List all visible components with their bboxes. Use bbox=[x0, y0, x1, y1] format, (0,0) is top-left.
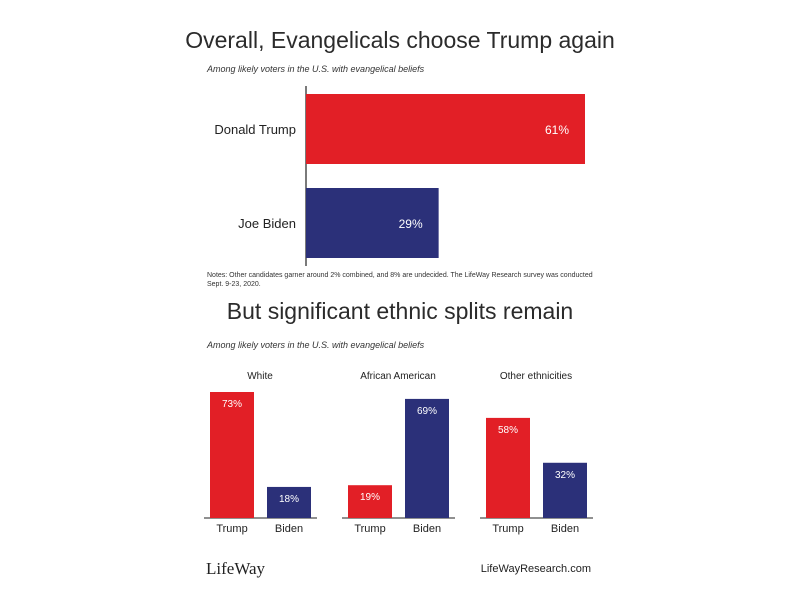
group-label: White bbox=[247, 371, 273, 382]
chart-title-overall: Overall, Evangelicals choose Trump again bbox=[185, 27, 615, 53]
group-label: African American bbox=[360, 371, 436, 382]
x-tick-label: Biden bbox=[275, 523, 303, 535]
x-tick-label: Trump bbox=[354, 523, 385, 535]
data-label: 18% bbox=[279, 494, 299, 505]
data-label: 58% bbox=[498, 425, 518, 436]
bar-donald-trump bbox=[306, 94, 585, 164]
category-label: Donald Trump bbox=[214, 122, 296, 137]
data-label: 29% bbox=[399, 217, 423, 231]
bar-african-american-trump bbox=[348, 485, 392, 518]
bar-other-ethnicities-trump bbox=[486, 417, 530, 518]
chart-notes: Notes: Other candidates garner around 2%… bbox=[207, 272, 593, 288]
category-label: Joe Biden bbox=[238, 216, 296, 231]
data-label: 69% bbox=[417, 406, 437, 417]
data-label: 19% bbox=[360, 492, 380, 503]
x-tick-label: Trump bbox=[492, 523, 523, 535]
data-label: 61% bbox=[545, 123, 569, 137]
lifeway-logo: LifeWay bbox=[206, 559, 266, 578]
chart-title-ethnic: But significant ethnic splits remain bbox=[226, 298, 574, 324]
group-label: Other ethnicities bbox=[500, 371, 572, 382]
bar-white-biden bbox=[267, 486, 311, 518]
bar-white-trump bbox=[210, 392, 254, 518]
bar-joe-biden bbox=[306, 188, 439, 258]
bar-other-ethnicities-biden bbox=[543, 462, 587, 518]
bar-african-american-biden bbox=[405, 398, 449, 518]
chart-subtitle-overall: Among likely voters in the U.S. with eva… bbox=[207, 64, 425, 74]
data-label: 73% bbox=[222, 399, 242, 410]
x-tick-label: Biden bbox=[551, 523, 579, 535]
x-tick-label: Biden bbox=[413, 523, 441, 535]
x-tick-label: Trump bbox=[216, 523, 247, 535]
data-label: 32% bbox=[555, 470, 575, 481]
footer-url: LifeWayResearch.com bbox=[480, 563, 591, 575]
chart-subtitle-ethnic: Among likely voters in the U.S. with eva… bbox=[207, 340, 425, 350]
